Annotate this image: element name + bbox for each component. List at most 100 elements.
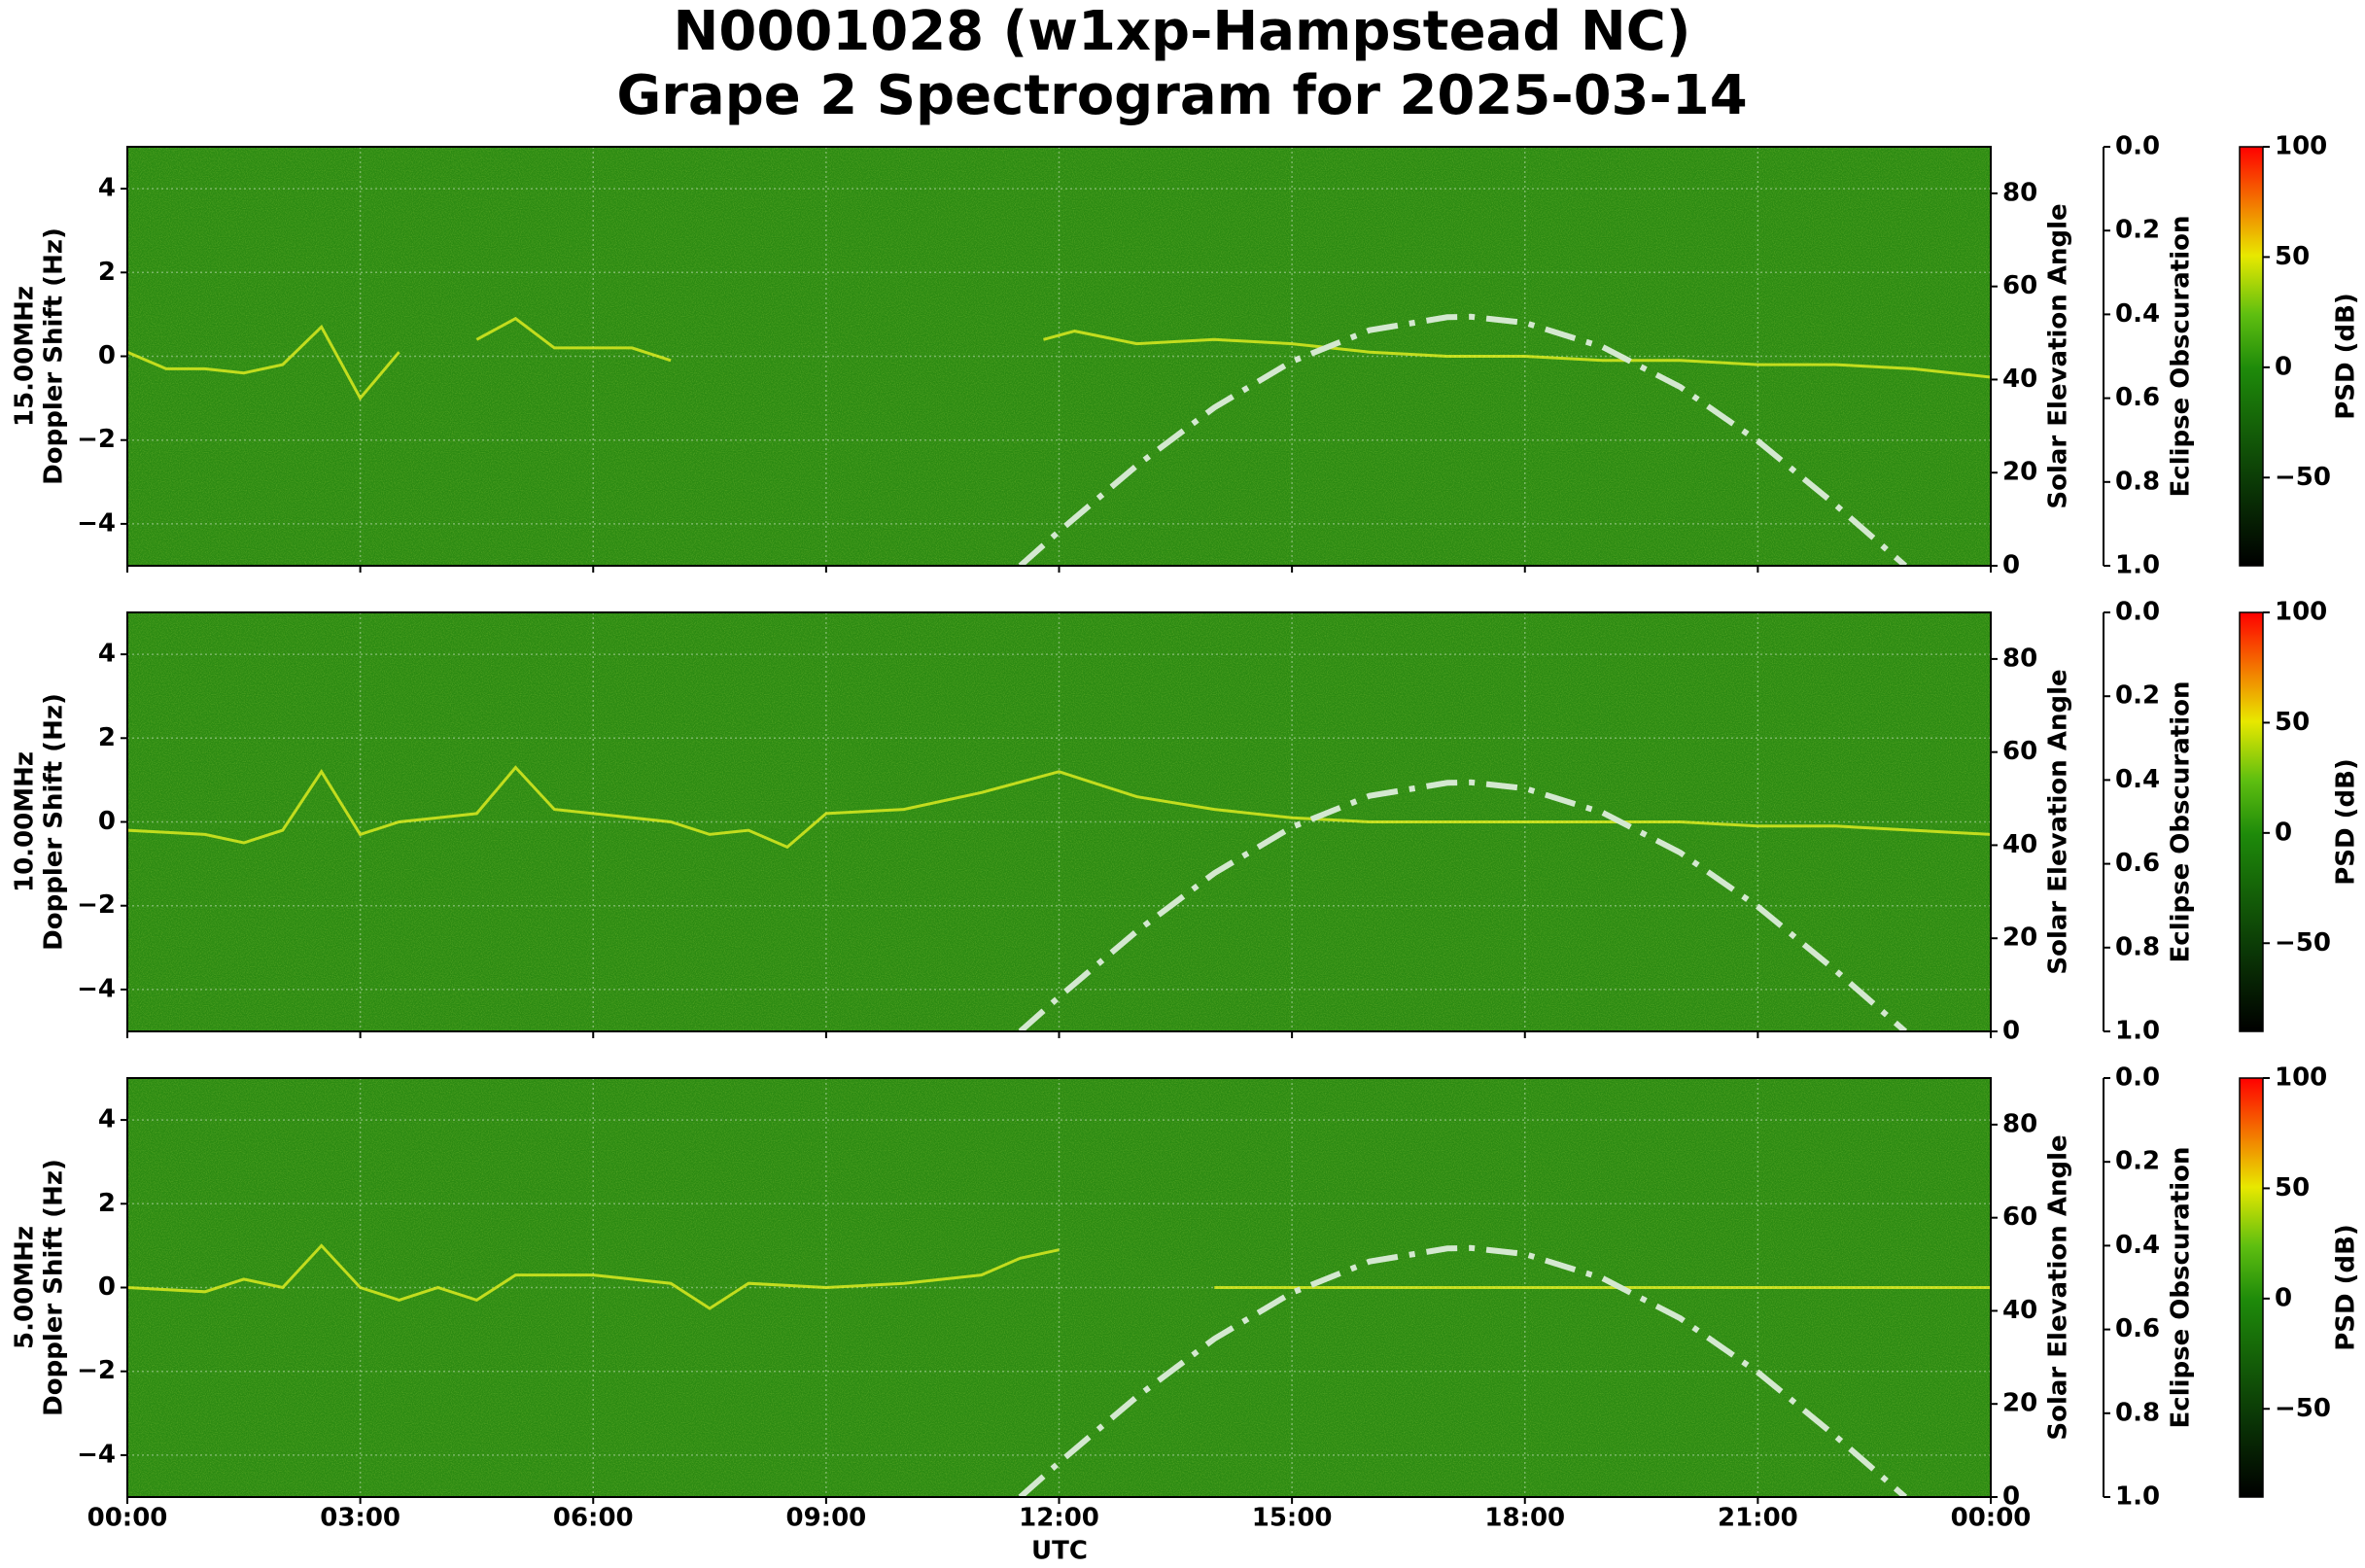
x-tick-label: 00:00 — [1951, 1504, 2032, 1533]
x-tick-label: 03:00 — [320, 1504, 400, 1533]
y2-tick-label: 60 — [2002, 271, 2037, 300]
title-line: Grape 2 Spectrogram for 2025-03-14 — [616, 64, 1747, 127]
y-axis-label: Doppler Shift (Hz) — [40, 1159, 69, 1416]
obscuration-tick-label: 1.0 — [2115, 1017, 2160, 1046]
y-tick-label: −2 — [77, 425, 116, 454]
colorbar-tick-label: 50 — [2275, 708, 2310, 737]
obscuration-tick-label: 0.4 — [2115, 765, 2160, 794]
colorbar-tick-label: 0 — [2275, 352, 2292, 381]
y-tick-label: −4 — [77, 974, 116, 1003]
colorbar-tick-label: −50 — [2275, 928, 2331, 958]
y-tick-label: −2 — [77, 890, 116, 920]
y-tick-label: −4 — [77, 1440, 116, 1469]
obscuration-tick-label: 0.2 — [2115, 1147, 2160, 1176]
obscuration-tick-label: 0.0 — [2115, 1063, 2160, 1093]
y-axis-label: 10.00MHz — [11, 751, 40, 892]
obscuration-tick-label: 1.0 — [2115, 551, 2160, 580]
obscuration-tick-label: 0.6 — [2115, 849, 2160, 878]
y2-tick-label: 80 — [2002, 1109, 2037, 1138]
series-group — [127, 313, 1991, 566]
y2-axis-label: Solar Elevation Angle — [2044, 203, 2073, 508]
y2-tick-label: 20 — [2002, 923, 2037, 953]
obscuration-tick-label: 0.8 — [2115, 932, 2160, 961]
y-tick-label: 0 — [98, 341, 116, 370]
y2-tick-label: 80 — [2002, 644, 2037, 673]
y-axis-label: 5.00MHz — [11, 1226, 40, 1349]
x-tick-label: 00:00 — [87, 1504, 168, 1533]
y-tick-label: 2 — [98, 723, 116, 752]
y2-axis-label: Solar Elevation Angle — [2044, 1134, 2073, 1440]
colorbar-tick-label: −50 — [2275, 1394, 2331, 1423]
colorbar-tick-label: 100 — [2275, 598, 2327, 627]
y2-tick-label: 20 — [2002, 458, 2037, 487]
colorbar-tick-label: 100 — [2275, 132, 2327, 161]
colorbar-tick-label: −50 — [2275, 463, 2331, 492]
y2-tick-label: 40 — [2002, 830, 2037, 859]
y2-tick-label: 0 — [2002, 1017, 2020, 1046]
x-tick-label: 15:00 — [1252, 1504, 1333, 1533]
colorbar — [2239, 611, 2264, 1032]
y2-tick-label: 0 — [2002, 551, 2020, 580]
y-tick-label: −4 — [77, 508, 116, 538]
colorbar-tick-label: 0 — [2275, 1283, 2292, 1312]
x-tick-label: 18:00 — [1484, 1504, 1565, 1533]
y-tick-label: 4 — [98, 1105, 116, 1134]
obscuration-tick-label: 0.2 — [2115, 216, 2160, 245]
doppler-trace — [127, 765, 1991, 850]
y-tick-label: 4 — [98, 174, 116, 203]
solar-elevation-line — [1018, 313, 1908, 566]
y2-axis-label: Solar Elevation Angle — [2044, 669, 2073, 974]
obscuration-tick-label: 0.4 — [2115, 299, 2160, 329]
x-tick-label: 09:00 — [785, 1504, 866, 1533]
colorbar — [2239, 1077, 2264, 1498]
y-tick-label: 2 — [98, 1189, 116, 1218]
y-tick-label: −2 — [77, 1356, 116, 1385]
obscuration-tick-label: 1.0 — [2115, 1482, 2160, 1512]
obscuration-axis-label: Eclipse Obscuration — [2167, 1147, 2196, 1429]
y2-tick-label: 40 — [2002, 365, 2037, 394]
obscuration-tick-label: 0.0 — [2115, 132, 2160, 161]
series-group — [127, 1243, 1991, 1497]
x-tick-label: 21:00 — [1718, 1504, 1798, 1533]
y-tick-label: 4 — [98, 640, 116, 669]
obscuration-axis-label: Eclipse Obscuration — [2167, 681, 2196, 963]
colorbar-tick-label: 50 — [2275, 242, 2310, 271]
y-tick-label: 0 — [98, 807, 116, 836]
doppler-trace — [127, 316, 1991, 401]
obscuration-tick-label: 0.6 — [2115, 383, 2160, 412]
y2-tick-label: 20 — [2002, 1389, 2037, 1418]
obscuration-tick-label: 0.0 — [2115, 598, 2160, 627]
x-axis-label: UTC — [1031, 1537, 1088, 1566]
colorbar-label: PSD (dB) — [2332, 1224, 2361, 1351]
y-tick-label: 0 — [98, 1272, 116, 1302]
colorbar-tick-label: 100 — [2275, 1063, 2327, 1093]
spectrogram-noise — [127, 147, 1991, 566]
obscuration-tick-label: 0.6 — [2115, 1314, 2160, 1343]
y-axis-label: Doppler Shift (Hz) — [40, 227, 69, 485]
y2-tick-label: 60 — [2002, 1202, 2037, 1232]
colorbar-tick-label: 50 — [2275, 1173, 2310, 1202]
obscuration-axis-label: Eclipse Obscuration — [2167, 216, 2196, 498]
x-tick-label: 06:00 — [553, 1504, 634, 1533]
doppler-trace — [127, 1243, 1991, 1310]
y-axis-label: 15.00MHz — [11, 286, 40, 427]
obscuration-tick-label: 0.4 — [2115, 1231, 2160, 1260]
y2-tick-label: 0 — [2002, 1482, 2020, 1512]
colorbar-label: PSD (dB) — [2332, 293, 2361, 420]
y2-tick-label: 80 — [2002, 178, 2037, 207]
solar-elevation-line — [1018, 779, 1908, 1031]
obscuration-tick-label: 0.8 — [2115, 467, 2160, 496]
obscuration-tick-label: 0.2 — [2115, 681, 2160, 711]
colorbar — [2239, 146, 2264, 567]
y-axis-label: Doppler Shift (Hz) — [40, 693, 69, 951]
obscuration-tick-label: 0.8 — [2115, 1398, 2160, 1427]
series-group — [127, 765, 1991, 1031]
solar-elevation-line — [1018, 1244, 1908, 1497]
colorbar-tick-label: 0 — [2275, 818, 2292, 847]
colorbar-label: PSD (dB) — [2332, 758, 2361, 886]
title-line: N0001028 (w1xp-Hampstead NC) — [674, 0, 1691, 63]
y-tick-label: 2 — [98, 258, 116, 287]
x-tick-label: 12:00 — [1019, 1504, 1099, 1533]
y2-tick-label: 60 — [2002, 737, 2037, 766]
